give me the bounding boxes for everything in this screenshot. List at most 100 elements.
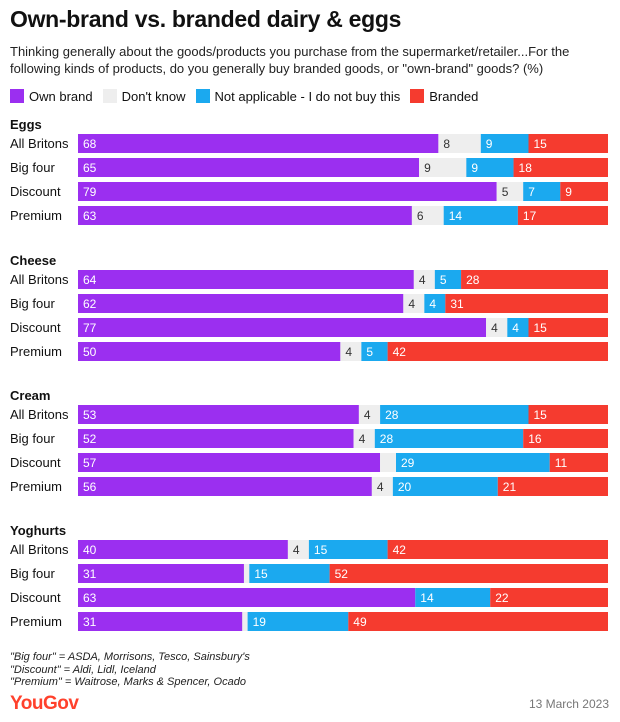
data-label: 15 xyxy=(534,137,548,151)
bar-segment xyxy=(443,206,518,225)
row-label: Premium xyxy=(10,479,62,494)
data-label: 4 xyxy=(512,321,519,335)
bar-segment xyxy=(480,134,529,153)
data-label: 79 xyxy=(83,185,97,199)
bar-segment xyxy=(249,564,330,583)
legend-swatch-own-brand xyxy=(10,89,24,103)
group-title: Cheese xyxy=(10,253,56,268)
footnote-big-four: "Big four" = ASDA, Morrisons, Tesco, Sai… xyxy=(10,651,250,663)
legend-swatch-dont-know xyxy=(102,89,117,103)
bar-segment xyxy=(78,588,416,607)
bar-segment xyxy=(528,134,608,153)
data-label: 5 xyxy=(366,345,373,359)
data-label: 17 xyxy=(523,209,537,223)
bar-segment xyxy=(340,342,362,361)
bar-segment xyxy=(348,612,608,631)
bar-segment xyxy=(396,453,550,472)
yougov-logo: YouGov xyxy=(10,693,79,714)
data-label: 53 xyxy=(83,408,97,422)
data-label: 28 xyxy=(385,408,399,422)
legend: Own brand Don't know Not applicable - I … xyxy=(10,88,488,104)
data-label: 77 xyxy=(83,321,97,335)
bar-segment xyxy=(387,342,608,361)
bar-segment xyxy=(387,540,608,559)
bar-segment xyxy=(466,158,514,177)
bar-segment xyxy=(424,294,446,313)
row-label: Discount xyxy=(10,320,61,335)
bar-segment xyxy=(78,158,420,177)
legend-label-branded: Branded xyxy=(429,88,479,104)
group-title: Cream xyxy=(10,388,50,403)
row-label: All Britons xyxy=(10,542,69,557)
row-label: Big four xyxy=(10,566,55,581)
chart-title: Own-brand vs. branded dairy & eggs xyxy=(10,6,402,32)
data-label: 5 xyxy=(440,273,447,287)
data-label: 4 xyxy=(377,480,384,494)
legend-item-not-applicable: Not applicable - I do not buy this xyxy=(195,89,400,104)
data-label: 15 xyxy=(254,567,268,581)
bar-segment xyxy=(78,453,381,472)
data-label: 28 xyxy=(380,432,394,446)
data-label: 5 xyxy=(502,185,509,199)
row-label: Big four xyxy=(10,431,55,446)
data-label: 14 xyxy=(420,591,434,605)
data-label: 9 xyxy=(565,185,572,199)
bar-segment xyxy=(361,342,388,361)
bar-segment xyxy=(243,564,250,583)
bar-segment xyxy=(445,294,608,313)
bar-segment xyxy=(380,405,529,424)
bar-segment xyxy=(78,564,244,583)
bar-segment xyxy=(507,318,529,337)
bar-segment xyxy=(523,182,561,201)
data-label: 4 xyxy=(408,297,415,311)
row-label: Discount xyxy=(10,184,61,199)
row-label: All Britons xyxy=(10,407,69,422)
bar-segment xyxy=(497,477,608,496)
data-label: 19 xyxy=(253,615,267,629)
row-label: Discount xyxy=(10,590,61,605)
bar-segment xyxy=(78,182,497,201)
data-label: 8 xyxy=(443,137,450,151)
data-label: 4 xyxy=(491,321,498,335)
bar-segment xyxy=(247,612,349,631)
bar-segment xyxy=(78,134,439,153)
bar-segment xyxy=(496,182,524,201)
data-label: 42 xyxy=(393,345,407,359)
data-label: 68 xyxy=(83,137,97,151)
data-label: 4 xyxy=(429,297,436,311)
data-label: 4 xyxy=(293,543,300,557)
group-title: Yoghurts xyxy=(10,523,66,538)
data-label: 31 xyxy=(83,615,97,629)
data-label: 4 xyxy=(359,432,366,446)
group-title: Eggs xyxy=(10,117,42,132)
legend-swatch-not-applicable xyxy=(195,89,210,103)
bar-segment xyxy=(371,477,393,496)
data-label: 22 xyxy=(495,591,509,605)
bar-segment xyxy=(78,405,359,424)
data-label: 18 xyxy=(519,161,533,175)
bar-segment xyxy=(415,588,491,607)
data-label: 49 xyxy=(353,615,367,629)
data-label: 4 xyxy=(419,273,426,287)
data-label: 52 xyxy=(335,567,349,581)
bar-segment xyxy=(353,429,375,448)
row-label: All Britons xyxy=(10,272,69,287)
bar-segment xyxy=(78,206,412,225)
legend-item-own-brand: Own brand xyxy=(10,89,93,104)
bar-segment xyxy=(380,453,396,472)
bar-segment xyxy=(358,405,381,424)
legend-item-branded: Branded xyxy=(410,89,478,104)
bar-segment xyxy=(434,270,462,289)
data-label: 50 xyxy=(83,345,97,359)
bar-segment xyxy=(528,318,608,337)
row-label: Big four xyxy=(10,160,55,175)
data-label: 57 xyxy=(83,456,97,470)
bar-segment xyxy=(78,294,404,313)
data-label: 9 xyxy=(424,161,431,175)
legend-label-dont-know: Don't know xyxy=(121,88,186,104)
data-label: 9 xyxy=(486,137,493,151)
data-label: 64 xyxy=(83,273,97,287)
footnotes: "Big four" = ASDA, Morrisons, Tesco, Sai… xyxy=(10,651,250,689)
bar-segment xyxy=(78,270,414,289)
